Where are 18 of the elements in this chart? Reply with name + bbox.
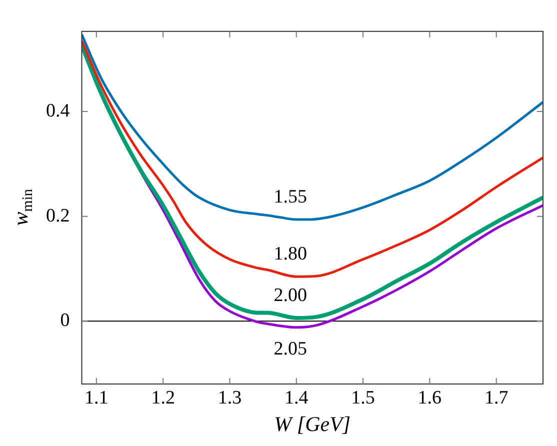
y-axis-title: wmin xyxy=(8,188,36,226)
x-tick-label: 1.6 xyxy=(418,387,442,408)
x-tick-label: 1.4 xyxy=(284,387,309,408)
y-tick-label: 0.2 xyxy=(46,205,70,226)
line-series xyxy=(82,40,543,278)
series-label: 2.05 xyxy=(274,338,308,360)
series-label: 1.80 xyxy=(274,244,308,265)
line-series xyxy=(82,33,543,221)
y-tick-label: 0 xyxy=(60,310,70,332)
x-tick-label: 1.1 xyxy=(84,387,108,408)
series-label: 2.00 xyxy=(274,284,308,306)
x-axis-title: W [GeV] xyxy=(274,412,351,436)
series-label: 1.55 xyxy=(274,186,308,208)
x-tick-label: 1.5 xyxy=(351,387,375,408)
x-tick-label: 1.3 xyxy=(218,387,242,408)
x-tick-label: 1.7 xyxy=(484,387,508,408)
x-tick-label: 1.2 xyxy=(151,387,175,408)
y-tick-label: 0.4 xyxy=(46,100,70,122)
